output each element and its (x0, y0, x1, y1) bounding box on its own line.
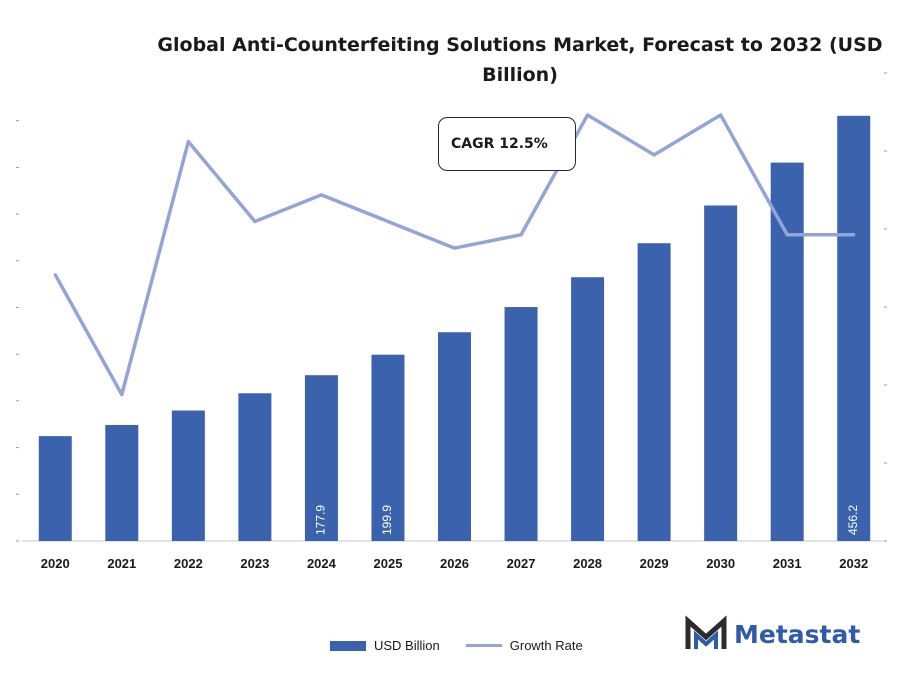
chart-title: Global Anti-Counterfeiting Solutions Mar… (157, 34, 883, 86)
logo-text: Metastat (734, 619, 861, 649)
bar-2020 (38, 436, 72, 541)
cagr-text: CAGR 12.5% (451, 136, 548, 152)
growth-point-2031 (785, 233, 789, 237)
growth-point-2026 (452, 246, 457, 250)
legend-item-line: Growth Rate (465, 638, 583, 653)
bar-2024 (304, 375, 338, 541)
growth-point-2029 (652, 153, 656, 157)
legend-item-bar: USD Billion (330, 638, 440, 653)
bar-2028 (571, 277, 605, 541)
legend-line-swatch (465, 644, 502, 647)
bar-2027 (504, 307, 538, 541)
growth-point-2030 (719, 113, 723, 117)
growth-point-2027 (519, 233, 523, 237)
growth-point-2021 (120, 392, 124, 397)
bar-2025 (371, 354, 405, 541)
bar-2030 (704, 205, 738, 542)
bar-2031 (770, 162, 804, 541)
bar-labels: 177.9 199.9 456.2 (314, 505, 860, 535)
growth-point-2032 (852, 233, 856, 237)
growth-point-2020 (53, 273, 57, 277)
x-tick-label-2023: 2023 (240, 556, 269, 571)
x-tick-label-2020: 2020 (41, 556, 70, 571)
bar-data-label-2025: 199.9 (380, 505, 394, 535)
bar-data-label-2024: 177.9 (314, 505, 328, 535)
bar-2023 (238, 393, 272, 541)
x-tick-label-2026: 2026 (440, 556, 469, 571)
x-ticks: 2020 2021 2022 2023 2024 2025 2026 2027 2028 2029… (41, 556, 868, 571)
x-tick-label-2030: 2030 (706, 556, 735, 571)
legend-line-label: Growth Rate (509, 638, 583, 653)
bar-2021 (105, 424, 139, 541)
x-tick-label-2022: 2022 (174, 556, 203, 571)
bar-2026 (438, 332, 471, 541)
x-tick-label-2024: 2024 (307, 556, 337, 571)
x-tick-label-2021: 2021 (107, 556, 136, 571)
cagr-annotation: CAGR 12.5% (438, 117, 576, 171)
x-tick-label-2027: 2027 (507, 556, 536, 571)
growth-line (53, 113, 856, 397)
metastat-m-icon (685, 615, 727, 649)
growth-point-2025 (386, 219, 390, 224)
legend-bar-label: USD Billion (374, 638, 440, 653)
x-tick-label-2025: 2025 (374, 556, 403, 571)
growth-point-2028 (585, 113, 590, 117)
legend: USD Billion Growth Rate (330, 638, 609, 653)
bars (38, 115, 871, 542)
x-tick-label-2029: 2029 (640, 556, 669, 571)
legend-bar-swatch (330, 640, 366, 651)
growth-point-2022 (186, 139, 190, 144)
x-tick-label-2028: 2028 (573, 556, 602, 571)
bar-data-label-2032: 456.2 (846, 505, 860, 535)
bar-2022 (171, 410, 205, 541)
growth-point-2023 (253, 219, 257, 224)
growth-point-2024 (319, 193, 324, 197)
x-tick-label-2032: 2032 (839, 556, 868, 571)
bar-2029 (637, 243, 671, 541)
bar-2032 (837, 115, 871, 542)
x-tick-label-2031: 2031 (773, 556, 802, 571)
metastat-logo: Metastat (684, 615, 860, 653)
